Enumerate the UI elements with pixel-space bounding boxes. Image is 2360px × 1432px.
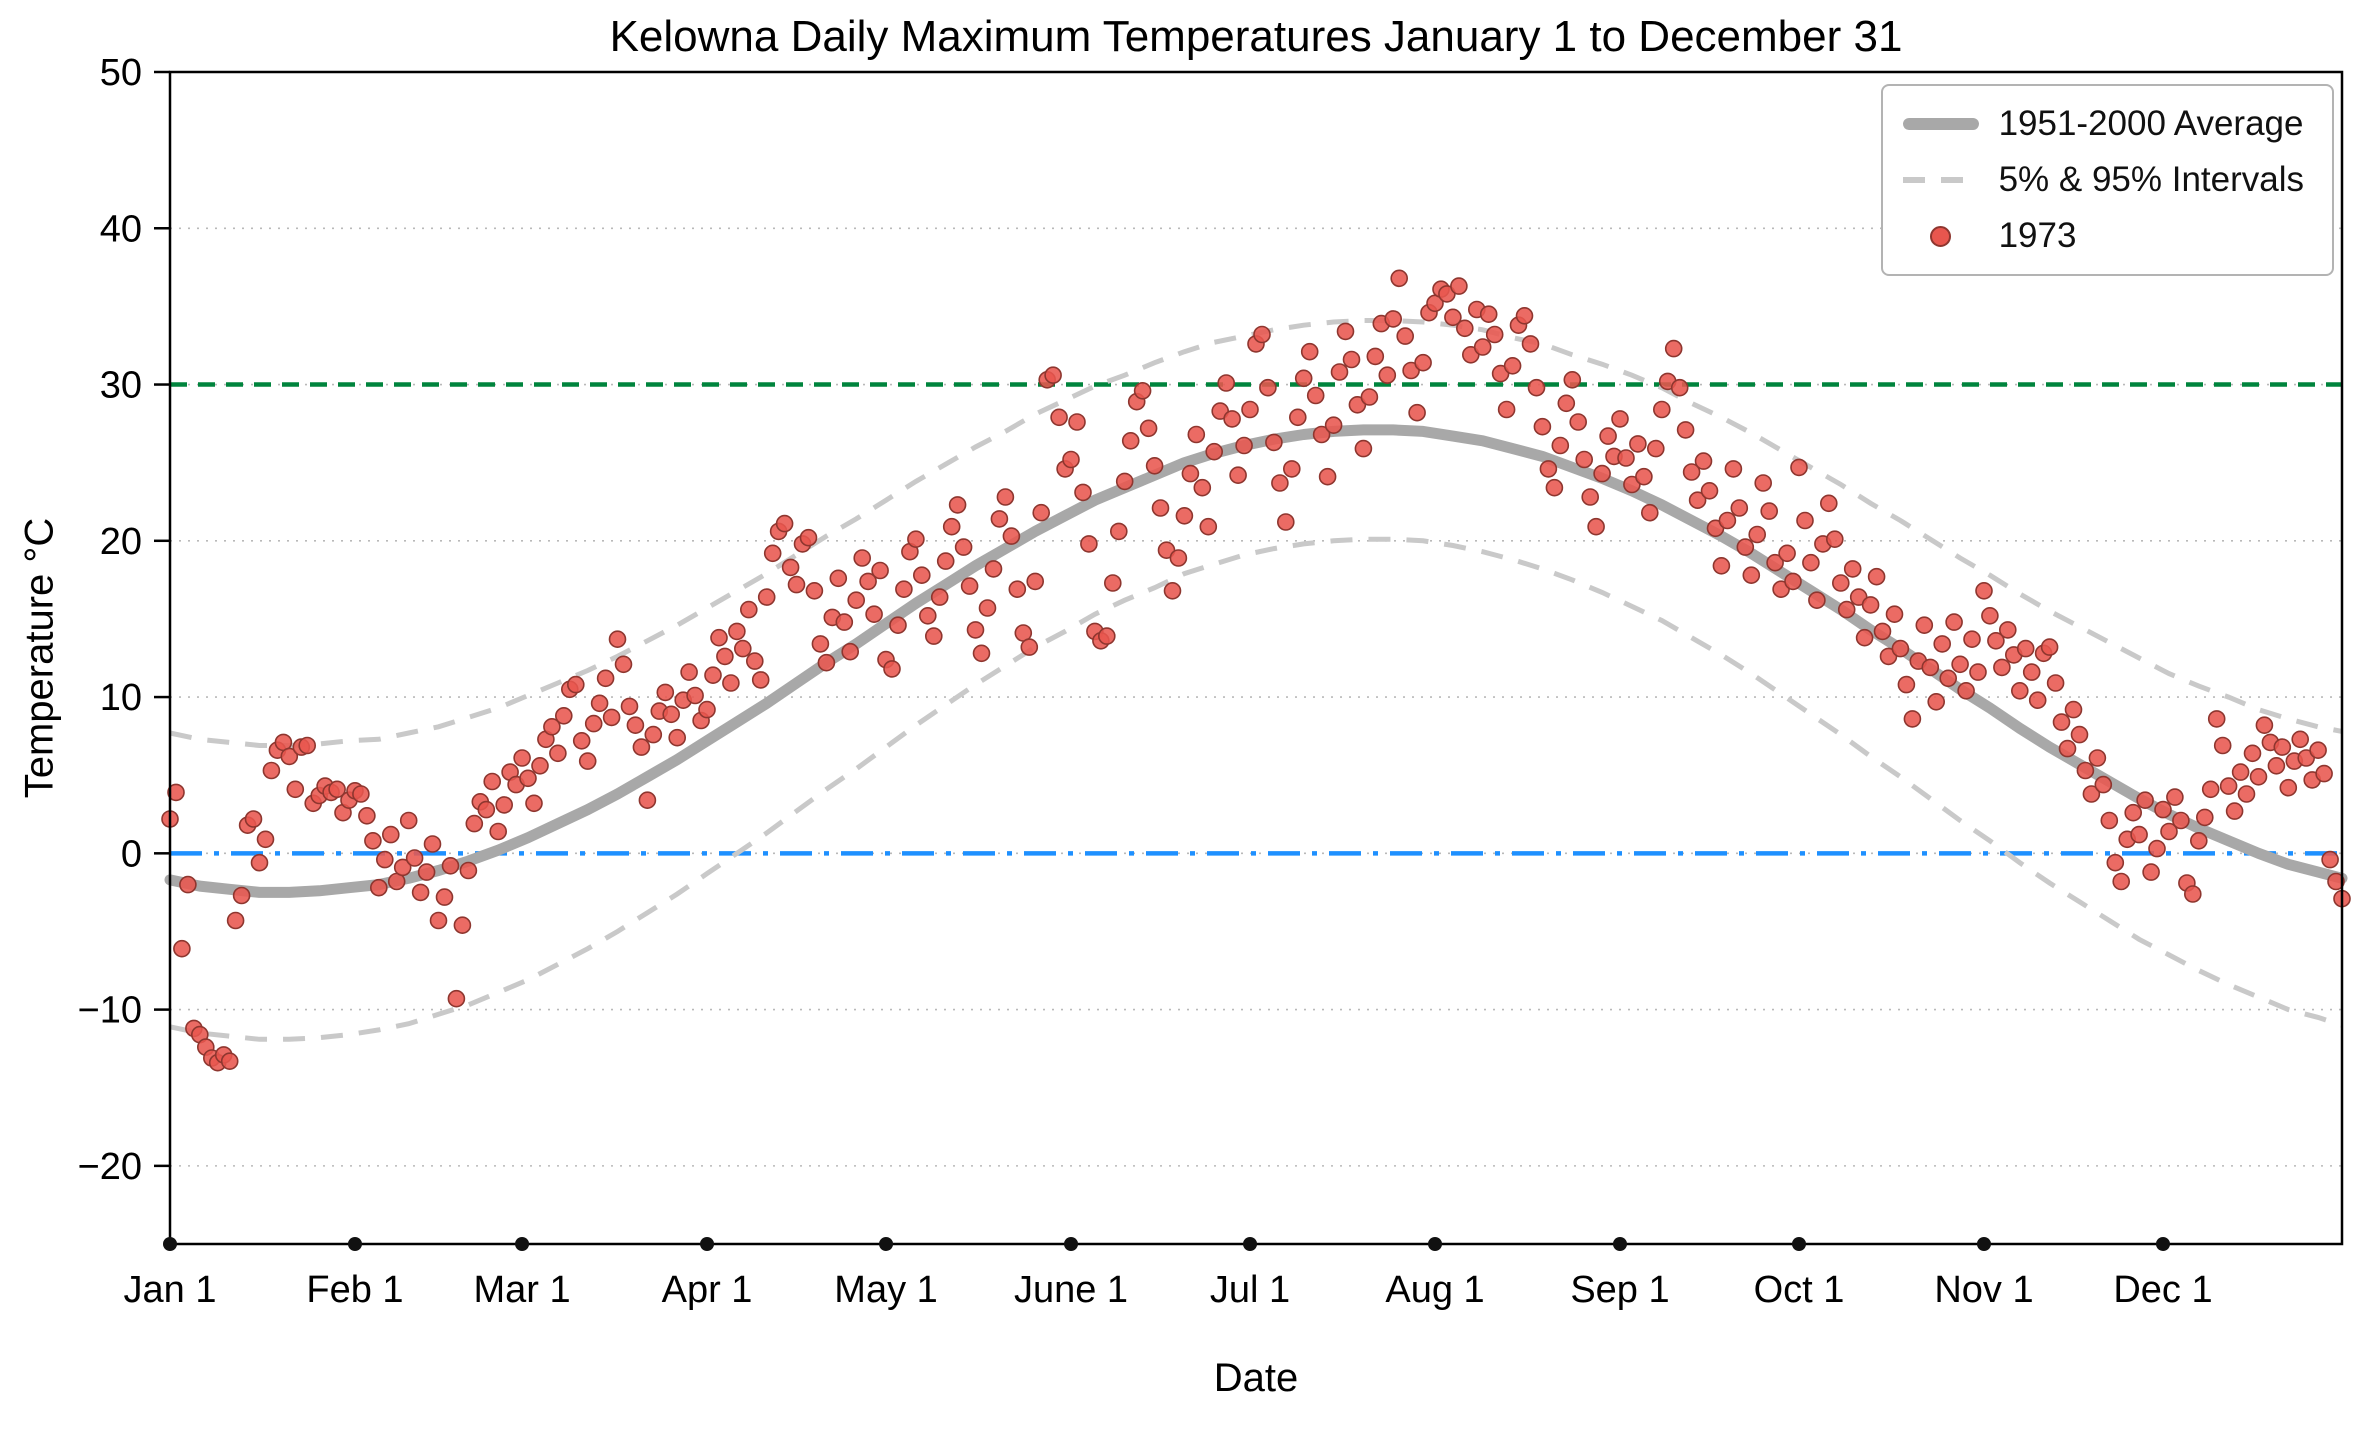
legend: 1951-2000 Average 5% & 95% Intervals 197… (1880, 84, 2334, 276)
svg-text:−20: −20 (78, 1146, 142, 1188)
svg-text:Aug 1: Aug 1 (1385, 1269, 1484, 1311)
svg-text:40: 40 (100, 208, 142, 250)
svg-text:Apr 1: Apr 1 (662, 1269, 753, 1311)
legend-label-intervals: 5% & 95% Intervals (1998, 160, 2304, 199)
legend-row-1973: 1973 (1901, 212, 2304, 260)
svg-text:Mar 1: Mar 1 (473, 1269, 570, 1311)
svg-text:June 1: June 1 (1014, 1269, 1128, 1311)
svg-text:0: 0 (121, 833, 142, 875)
x-axis-title: Date (1213, 1356, 1299, 1400)
legend-label-1973: 1973 (1998, 216, 2077, 255)
svg-text:Feb 1: Feb 1 (306, 1269, 403, 1311)
svg-text:Jul 1: Jul 1 (1210, 1269, 1290, 1311)
svg-text:Oct 1: Oct 1 (1754, 1269, 1845, 1311)
svg-text:30: 30 (100, 365, 142, 407)
svg-text:20: 20 (100, 521, 142, 563)
svg-text:May 1: May 1 (834, 1269, 937, 1311)
point-swatch (1901, 225, 1981, 247)
svg-text:10: 10 (100, 677, 142, 719)
svg-text:Jan 1: Jan 1 (124, 1269, 217, 1311)
legend-label-average: 1951-2000 Average (1998, 104, 2304, 143)
average-line-swatch (1901, 118, 1981, 130)
svg-text:−10: −10 (78, 990, 142, 1032)
legend-row-intervals: 5% & 95% Intervals (1901, 156, 2304, 204)
y-axis-title: Temperature °C (17, 517, 62, 799)
interval-line-swatch (1901, 177, 1981, 183)
svg-text:Dec 1: Dec 1 (2113, 1269, 2212, 1311)
legend-row-average: 1951-2000 Average (1901, 100, 2304, 148)
chart-title: Kelowna Daily Maximum Temperatures Janua… (609, 12, 1903, 61)
svg-text:50: 50 (100, 52, 142, 94)
svg-text:Sep 1: Sep 1 (1570, 1269, 1669, 1311)
svg-text:Nov 1: Nov 1 (1934, 1269, 2033, 1311)
